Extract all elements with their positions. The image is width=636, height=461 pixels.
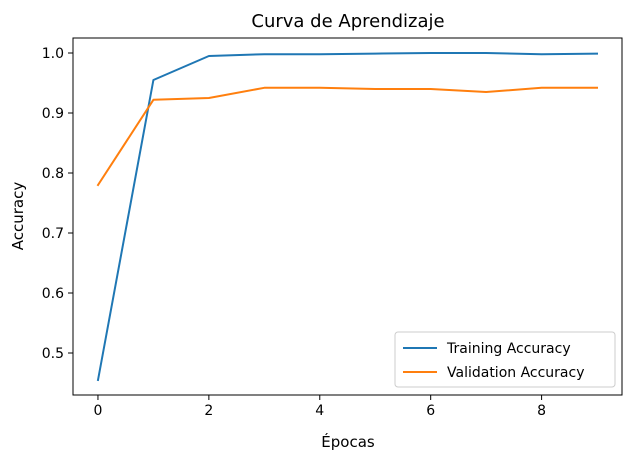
x-tick-label: 0 [93, 403, 102, 419]
x-axis: 0 2 4 6 8 [93, 395, 546, 419]
legend-box [394, 331, 616, 388]
legend: Training Accuracy Validation Accuracy [394, 331, 616, 388]
y-tick-label: 0.9 [42, 106, 64, 122]
y-tick-label: 0.7 [42, 226, 64, 242]
y-tick-label: 0.5 [42, 346, 64, 362]
y-tick-label: 0.6 [42, 286, 64, 302]
chart-title: Curva de Aprendizaje [251, 11, 444, 32]
legend-label-training: Training Accuracy [446, 341, 571, 357]
validation-accuracy-line [96, 86, 598, 187]
x-tick-label: 8 [537, 403, 546, 419]
y-axis: 0.5 0.6 0.7 0.8 0.9 1.0 [42, 46, 73, 362]
x-tick-label: 2 [204, 403, 213, 419]
x-tick-label: 4 [315, 403, 324, 419]
y-tick-label: 1.0 [42, 46, 64, 62]
y-axis-label: Accuracy [9, 182, 27, 251]
series-lines [96, 52, 599, 382]
y-tick-label: 0.8 [42, 166, 64, 182]
x-axis-label: Épocas [321, 432, 375, 451]
x-tick-label: 6 [426, 403, 435, 419]
legend-label-validation: Validation Accuracy [447, 365, 585, 381]
training-accuracy-line [96, 52, 599, 382]
